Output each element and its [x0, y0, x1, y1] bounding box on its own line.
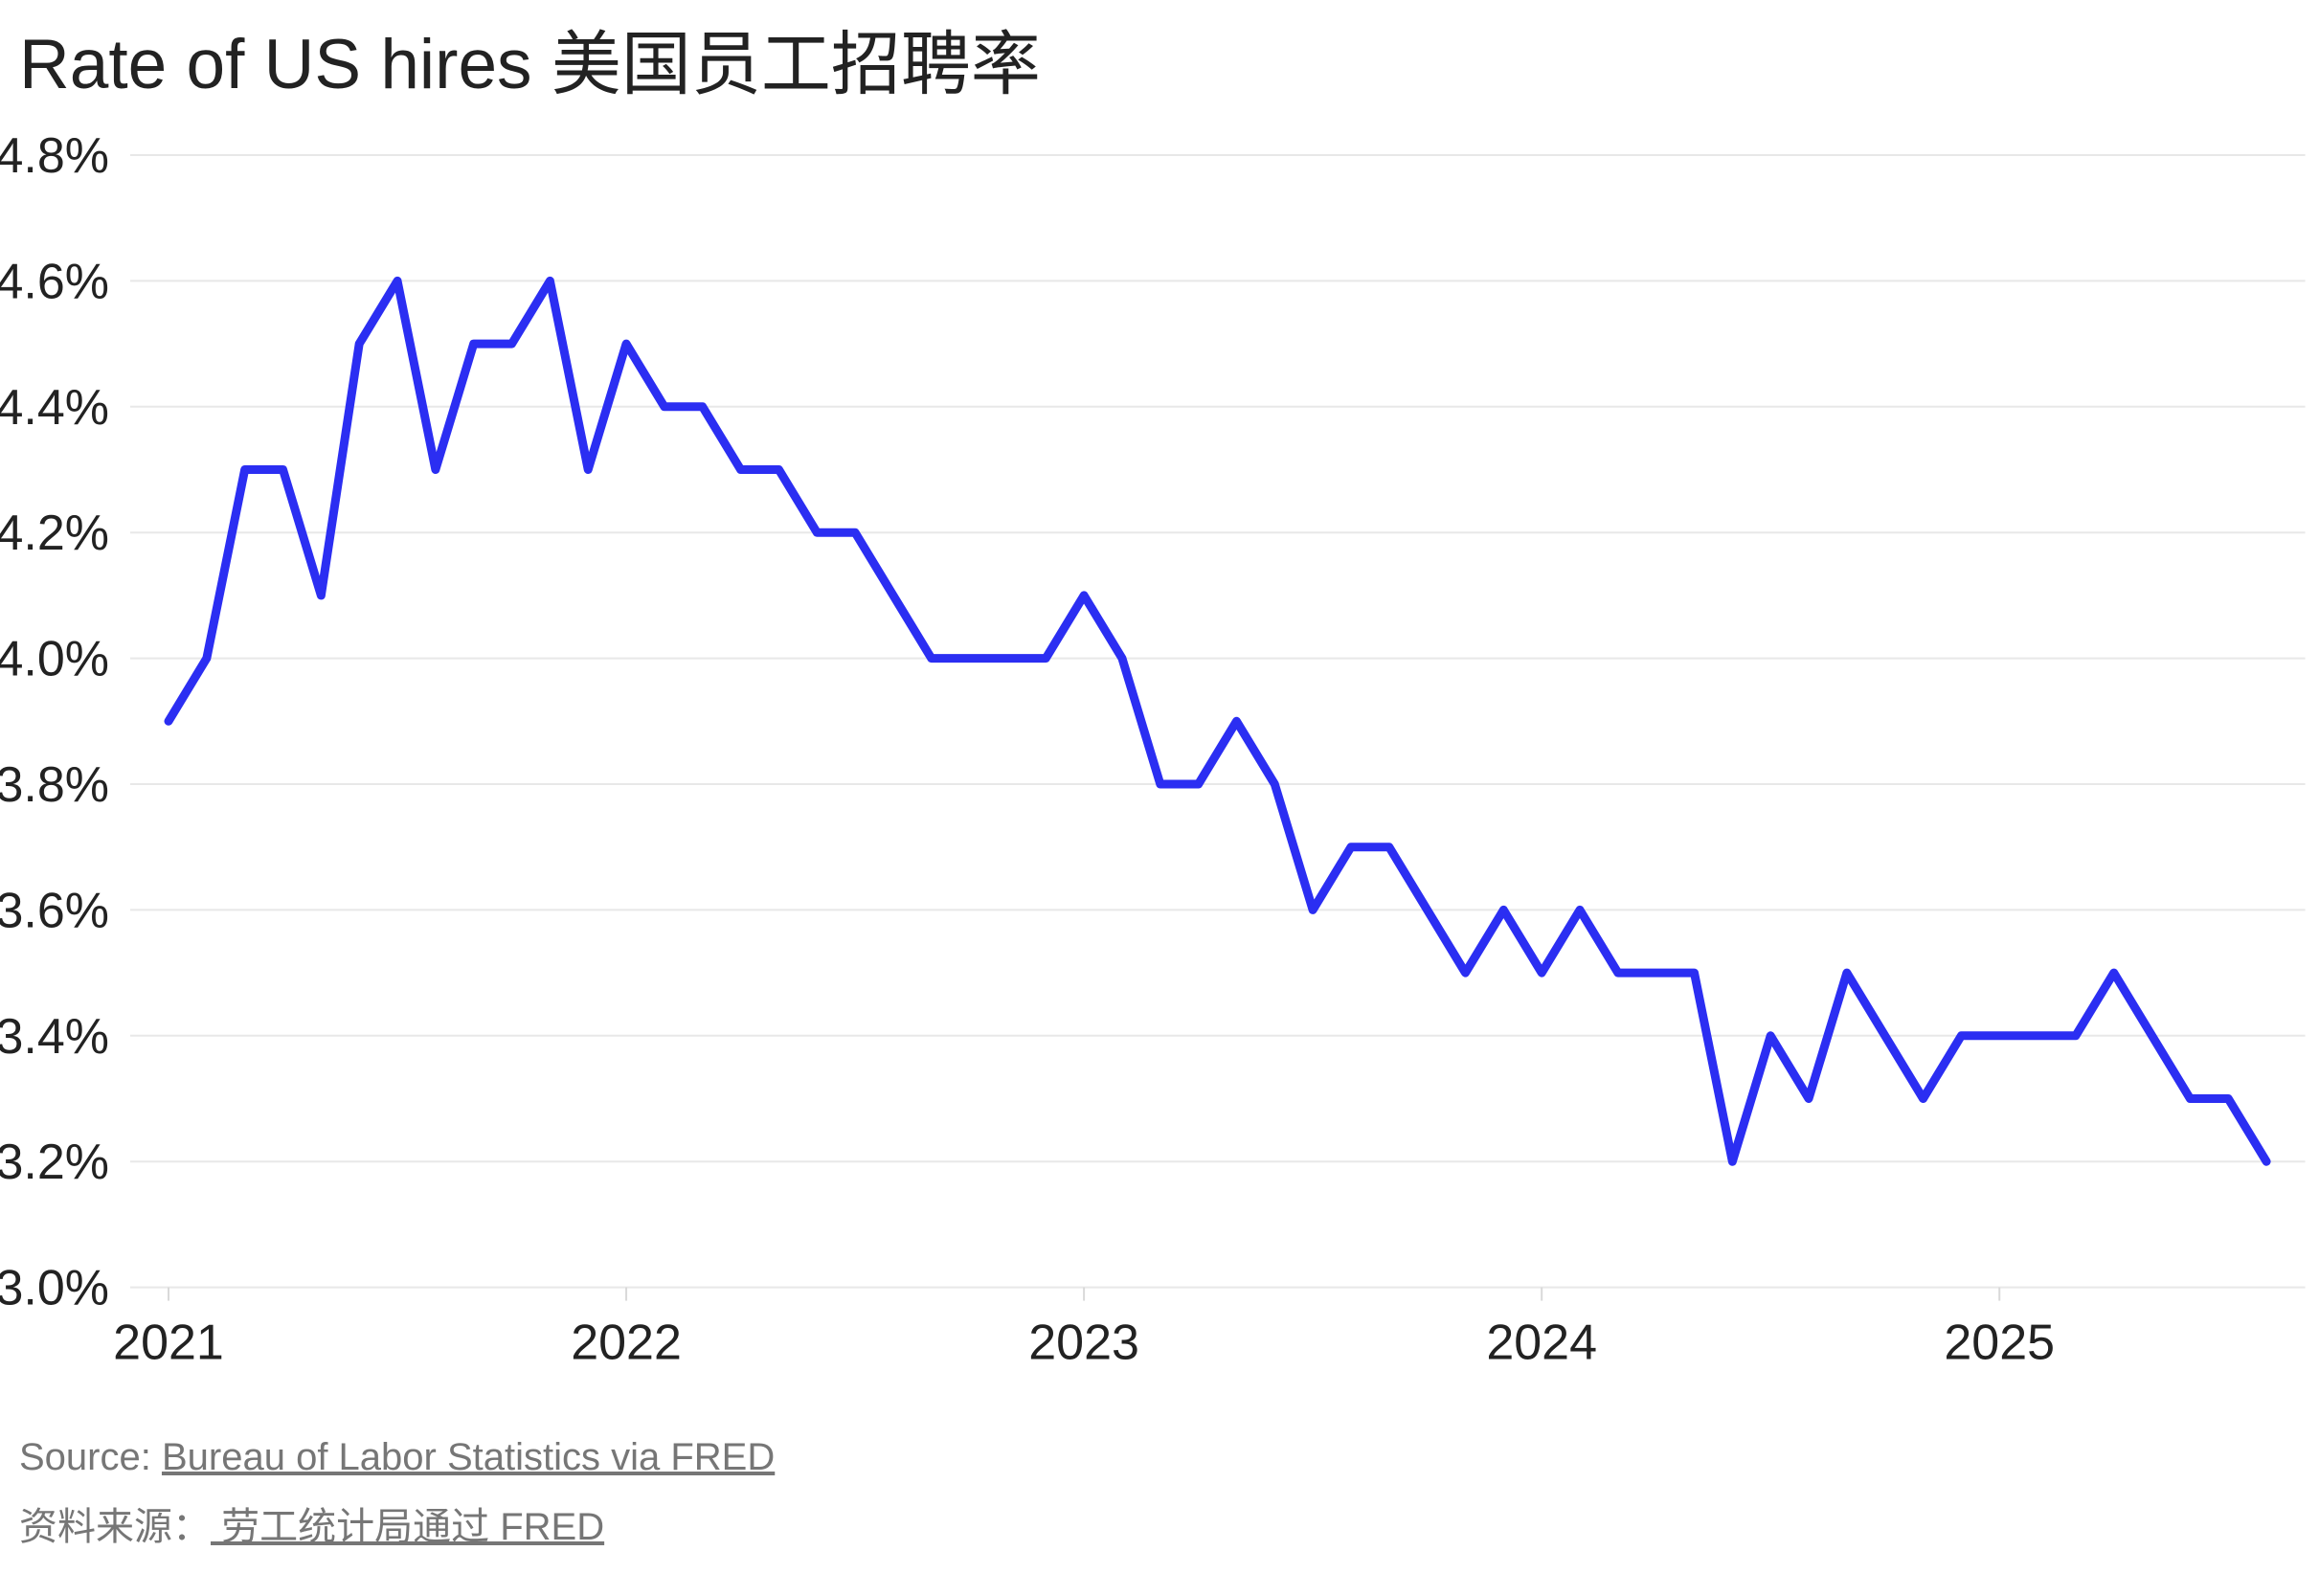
- svg-text:4.0%: 4.0%: [0, 632, 109, 687]
- svg-text:2023: 2023: [1028, 1315, 1139, 1371]
- svg-text:2025: 2025: [1944, 1315, 2055, 1371]
- svg-text:2022: 2022: [571, 1315, 682, 1371]
- svg-text:4.6%: 4.6%: [0, 254, 109, 309]
- svg-text:4.2%: 4.2%: [0, 506, 109, 561]
- svg-text:3.0%: 3.0%: [0, 1261, 109, 1316]
- svg-text:4.4%: 4.4%: [0, 380, 109, 436]
- svg-text:2024: 2024: [1486, 1315, 1597, 1371]
- svg-text:3.6%: 3.6%: [0, 883, 109, 938]
- svg-text:3.4%: 3.4%: [0, 1009, 109, 1065]
- svg-text:2021: 2021: [113, 1315, 224, 1371]
- svg-text:3.2%: 3.2%: [0, 1135, 109, 1190]
- svg-text:4.8%: 4.8%: [0, 128, 109, 184]
- svg-text:3.8%: 3.8%: [0, 757, 109, 813]
